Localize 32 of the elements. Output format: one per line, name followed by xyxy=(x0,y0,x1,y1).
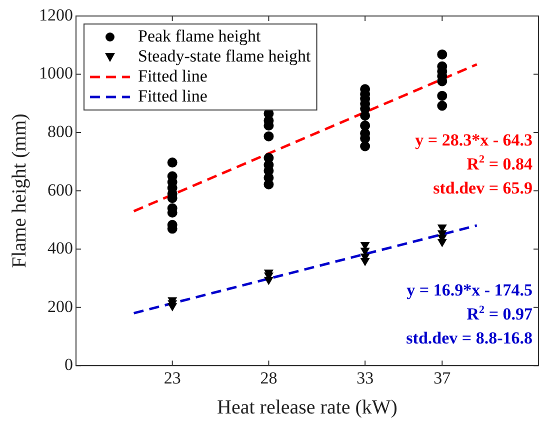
point xyxy=(437,100,448,111)
annotation: y = 28.3*x - 64.3 xyxy=(415,130,533,150)
y-tick-label: 800 xyxy=(48,122,73,141)
y-tick-label: 200 xyxy=(48,296,73,316)
x-tick-label: 23 xyxy=(164,368,181,388)
y-tick-label: 600 xyxy=(48,180,73,200)
point xyxy=(168,303,177,311)
point xyxy=(437,49,448,60)
y-tick-label: 400 xyxy=(48,238,73,258)
point xyxy=(438,239,447,247)
point xyxy=(167,158,178,168)
x-tick-label: 33 xyxy=(356,368,374,388)
legend-label: Fitted line xyxy=(138,86,208,106)
y-tick-label: 0 xyxy=(64,355,73,374)
x-tick-label: 28 xyxy=(260,368,278,388)
point xyxy=(360,141,370,152)
x-axis-title: Heat release rate (kW) xyxy=(217,396,398,418)
point xyxy=(264,131,274,142)
legend-label: Fitted line xyxy=(138,66,208,86)
y-tick-label: 1200 xyxy=(39,5,73,24)
point xyxy=(360,110,370,121)
y-axis-title: Flame height (mm) xyxy=(8,114,30,268)
annotation: std.dev = 8.8-16.8 xyxy=(406,328,533,348)
x-tick-label: 37 xyxy=(434,368,452,388)
legend-label: Peak flame height xyxy=(138,26,262,46)
point xyxy=(264,276,274,285)
point xyxy=(360,258,370,266)
legend-label: Steady-state flame height xyxy=(138,46,312,66)
point xyxy=(437,90,448,101)
annotation: std.dev = 65.9 xyxy=(433,178,533,198)
annotation: y = 16.9*x - 174.5 xyxy=(406,280,533,300)
y-tick-label: 1000 xyxy=(39,64,73,83)
